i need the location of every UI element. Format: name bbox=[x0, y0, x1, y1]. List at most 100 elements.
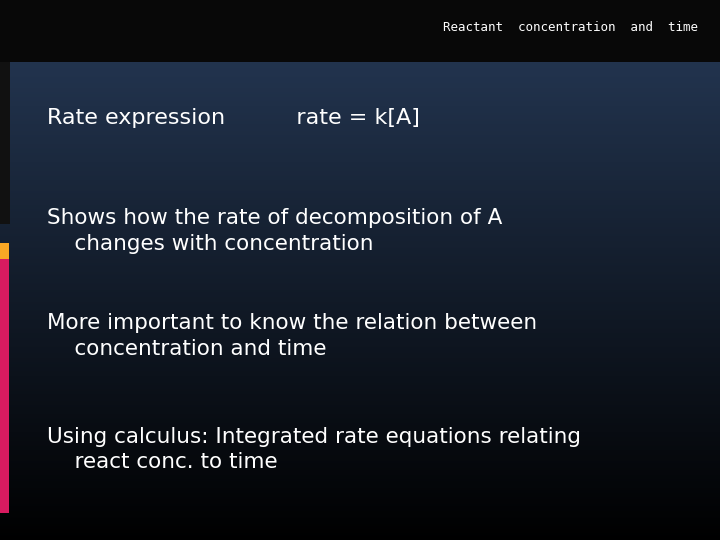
Bar bbox=[0, 184, 720, 185]
Bar bbox=[0, 349, 720, 351]
Bar bbox=[0, 270, 720, 272]
Bar bbox=[0, 231, 720, 232]
Bar bbox=[0, 281, 720, 282]
Bar bbox=[0, 344, 720, 346]
Bar bbox=[0, 139, 720, 140]
Bar bbox=[0, 401, 720, 403]
Bar bbox=[0, 477, 720, 479]
Bar bbox=[0, 407, 720, 409]
Bar bbox=[0, 43, 720, 45]
Bar bbox=[0, 288, 720, 290]
Bar bbox=[0, 297, 720, 299]
Bar bbox=[0, 444, 720, 447]
Bar bbox=[0, 85, 720, 86]
Bar bbox=[0, 142, 720, 144]
Bar bbox=[0, 366, 720, 367]
Bar bbox=[0, 482, 720, 484]
Bar bbox=[0, 259, 9, 513]
Bar bbox=[0, 525, 720, 528]
Bar bbox=[0, 144, 720, 146]
Bar bbox=[0, 340, 720, 342]
Bar bbox=[0, 241, 720, 243]
Bar bbox=[0, 70, 720, 72]
Bar bbox=[0, 146, 720, 147]
Bar bbox=[0, 214, 720, 216]
Bar bbox=[0, 466, 720, 468]
Bar bbox=[0, 86, 720, 88]
Bar bbox=[0, 151, 720, 153]
Bar bbox=[0, 223, 720, 225]
Bar bbox=[0, 112, 720, 113]
Bar bbox=[0, 69, 720, 70]
Bar bbox=[0, 396, 720, 398]
Bar bbox=[0, 488, 720, 490]
Bar bbox=[0, 405, 720, 407]
Bar bbox=[0, 353, 720, 355]
Bar bbox=[0, 491, 720, 493]
Bar bbox=[0, 464, 720, 466]
Bar bbox=[0, 119, 720, 120]
Bar bbox=[0, 34, 720, 36]
Bar bbox=[0, 432, 720, 434]
Bar bbox=[0, 216, 720, 218]
Bar bbox=[0, 76, 720, 77]
Bar bbox=[0, 498, 720, 501]
Bar bbox=[0, 212, 720, 214]
Bar bbox=[0, 452, 720, 454]
Bar bbox=[0, 439, 720, 441]
Bar bbox=[0, 209, 720, 211]
Bar bbox=[0, 528, 720, 529]
Bar bbox=[0, 248, 720, 250]
Bar bbox=[0, 509, 720, 511]
Bar bbox=[0, 342, 720, 344]
Text: More important to know the relation between
    concentration and time: More important to know the relation betw… bbox=[47, 313, 537, 359]
Bar bbox=[0, 196, 720, 198]
Bar bbox=[0, 236, 720, 238]
Bar bbox=[0, 416, 720, 417]
Bar bbox=[0, 205, 720, 207]
Bar bbox=[0, 63, 720, 65]
Bar bbox=[0, 198, 720, 200]
Bar bbox=[0, 308, 720, 309]
Bar bbox=[0, 194, 720, 196]
Bar bbox=[0, 147, 720, 150]
Bar bbox=[0, 218, 720, 220]
Bar bbox=[0, 436, 720, 437]
Bar bbox=[0, 18, 720, 20]
Bar bbox=[0, 182, 720, 184]
Bar bbox=[0, 157, 720, 158]
Bar bbox=[0, 239, 720, 241]
Bar bbox=[0, 409, 720, 410]
Bar bbox=[0, 200, 720, 201]
Bar bbox=[0, 390, 720, 393]
Bar bbox=[0, 164, 720, 166]
Bar bbox=[0, 61, 720, 63]
Bar bbox=[0, 490, 720, 491]
Bar bbox=[0, 434, 720, 436]
Bar bbox=[0, 178, 720, 180]
Bar bbox=[0, 31, 720, 32]
Bar bbox=[0, 171, 720, 173]
Bar bbox=[0, 358, 720, 360]
Bar bbox=[0, 513, 720, 515]
Bar bbox=[0, 326, 720, 328]
Bar bbox=[0, 243, 720, 245]
Bar bbox=[0, 103, 720, 104]
Bar bbox=[0, 355, 720, 356]
Bar bbox=[0, 367, 720, 369]
Bar bbox=[0, 481, 720, 482]
Bar bbox=[0, 420, 720, 421]
Bar bbox=[0, 463, 720, 464]
Bar bbox=[0, 23, 720, 25]
Bar bbox=[0, 524, 720, 525]
Bar bbox=[0, 538, 720, 540]
Bar bbox=[0, 363, 720, 366]
Bar bbox=[0, 479, 720, 481]
Bar bbox=[0, 304, 720, 306]
Bar bbox=[0, 150, 720, 151]
Bar bbox=[0, 120, 720, 123]
Bar bbox=[0, 412, 720, 414]
Bar bbox=[0, 313, 720, 315]
Bar bbox=[0, 425, 720, 427]
Bar bbox=[0, 180, 720, 182]
